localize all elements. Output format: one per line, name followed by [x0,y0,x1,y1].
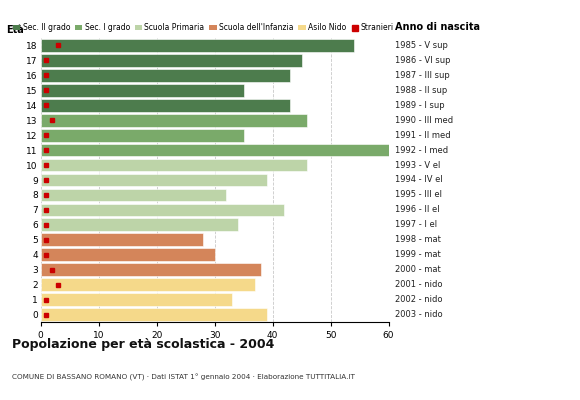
Text: 1999 - mat: 1999 - mat [395,250,441,259]
Text: 1997 - I el: 1997 - I el [395,220,437,229]
Bar [41,84,244,97]
Bar [41,174,267,186]
Bar [41,188,226,201]
Text: 1985 - V sup: 1985 - V sup [395,41,448,50]
Text: 2002 - nido: 2002 - nido [395,295,443,304]
Bar [41,278,255,291]
Legend: Sec. II grado, Sec. I grado, Scuola Primaria, Scuola dell'Infanzia, Asilo Nido, : Sec. II grado, Sec. I grado, Scuola Prim… [13,23,394,32]
Bar [41,39,354,52]
Bar [41,69,290,82]
Text: 1990 - III med: 1990 - III med [395,116,454,125]
Text: 1996 - II el: 1996 - II el [395,205,440,214]
Bar [41,218,238,231]
Text: 1987 - III sup: 1987 - III sup [395,71,450,80]
Text: Popolazione per età scolastica - 2004: Popolazione per età scolastica - 2004 [12,338,274,351]
Text: 1994 - IV el: 1994 - IV el [395,176,443,184]
Bar [41,129,244,142]
Bar [41,204,284,216]
Text: Età: Età [6,25,24,35]
Bar [41,263,261,276]
Bar [41,308,267,321]
Text: Anno di nascita: Anno di nascita [395,22,480,32]
Bar [41,144,389,156]
Text: 2001 - nido: 2001 - nido [395,280,443,289]
Text: 2003 - nido: 2003 - nido [395,310,443,319]
Text: 1998 - mat: 1998 - mat [395,235,441,244]
Bar [41,159,307,172]
Text: 1992 - I med: 1992 - I med [395,146,448,155]
Text: 1991 - II med: 1991 - II med [395,131,451,140]
Bar [41,99,290,112]
Bar [41,293,232,306]
Text: 1993 - V el: 1993 - V el [395,160,441,170]
Text: COMUNE DI BASSANO ROMANO (VT) · Dati ISTAT 1° gennaio 2004 · Elaborazione TUTTIT: COMUNE DI BASSANO ROMANO (VT) · Dati IST… [12,374,354,381]
Text: 1988 - II sup: 1988 - II sup [395,86,447,95]
Text: 1986 - VI sup: 1986 - VI sup [395,56,451,65]
Bar [41,248,215,261]
Text: 1995 - III el: 1995 - III el [395,190,442,200]
Text: 1989 - I sup: 1989 - I sup [395,101,445,110]
Bar [41,54,302,67]
Bar [41,234,203,246]
Text: 2000 - mat: 2000 - mat [395,265,441,274]
Bar [41,114,307,126]
